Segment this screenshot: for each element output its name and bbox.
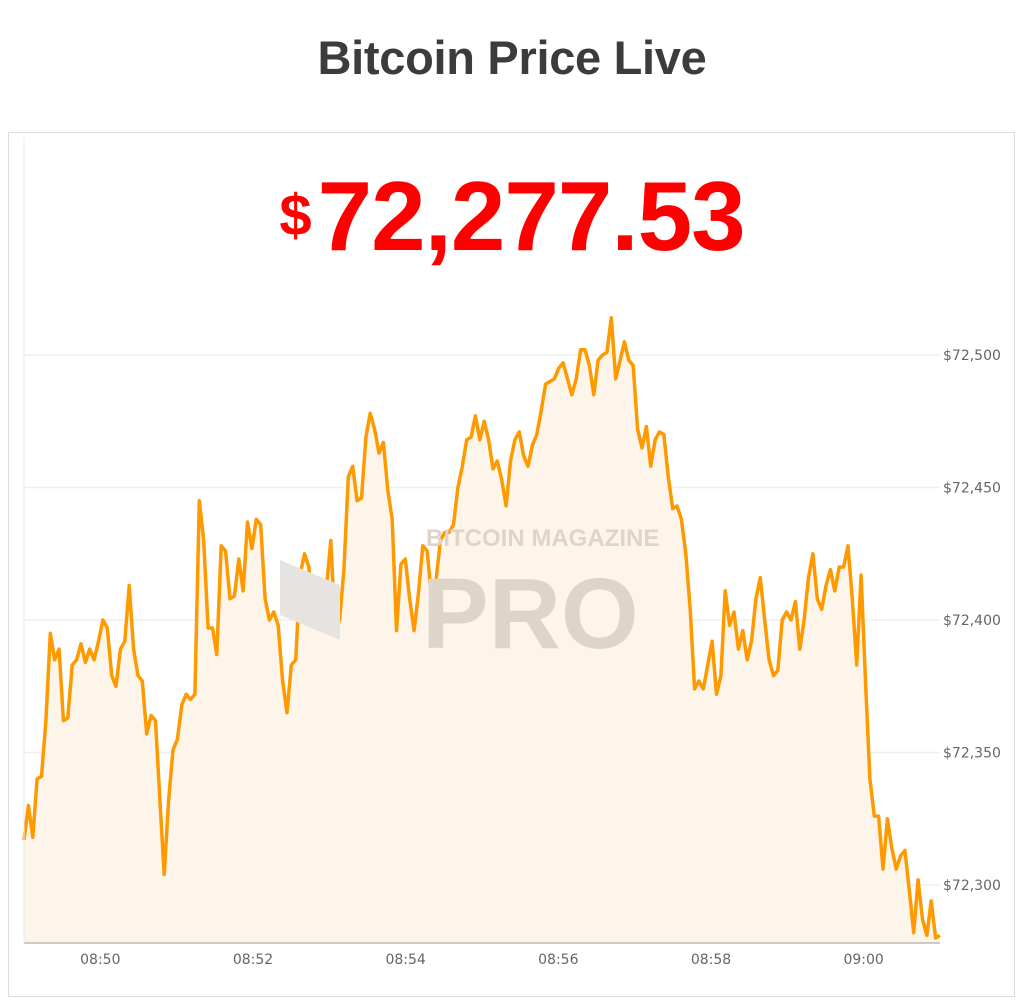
x-tick-label: 08:52 [233,952,273,968]
current-price: $72,277.53 [0,160,1024,273]
watermark-line1: BITCOIN MAGAZINE [426,525,659,552]
x-tick-label: 08:54 [385,952,425,968]
x-tick-label: 08:58 [691,952,731,968]
y-tick-label: $72,450 [943,481,1001,497]
y-tick-label: $72,500 [943,348,1001,364]
price-value: 72,277.53 [317,161,746,271]
x-tick-label: 08:56 [538,952,578,968]
y-tick-label: $72,300 [943,878,1001,894]
watermark-logo-icon [280,560,340,640]
y-tick-label: $72,400 [943,613,1001,629]
watermark: BITCOIN MAGAZINE PRO [280,525,659,670]
page-title: Bitcoin Price Live [317,31,707,84]
x-tick-label: 09:00 [843,952,883,968]
price-card [8,132,1015,997]
y-tick-label: $72,350 [943,746,1001,762]
price-line [22,316,941,940]
watermark-line2: PRO [422,558,639,670]
x-tick-label: 08:50 [80,952,120,968]
currency-symbol: $ [279,183,312,248]
price-area-fill [24,317,940,943]
